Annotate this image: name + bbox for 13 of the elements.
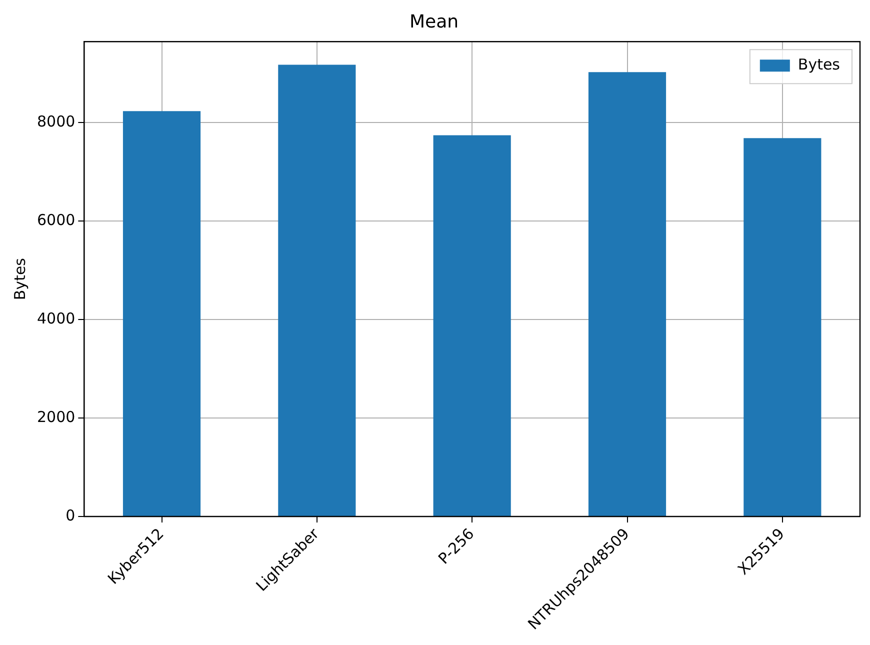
y-axis-title: Bytes (10, 258, 29, 300)
y-tick-label: 8000 (36, 112, 76, 130)
bar (122, 111, 201, 516)
bar (744, 138, 822, 516)
y-tick-label: 0 (66, 506, 76, 524)
y-tick-label: 6000 (36, 210, 76, 229)
y-tick-label: 4000 (36, 309, 76, 328)
y-tick-label: 2000 (36, 408, 76, 426)
bar (278, 64, 356, 516)
legend-label: Bytes (798, 55, 840, 74)
chart-title: Mean (409, 11, 459, 32)
bar (588, 72, 666, 516)
bar (433, 135, 511, 516)
